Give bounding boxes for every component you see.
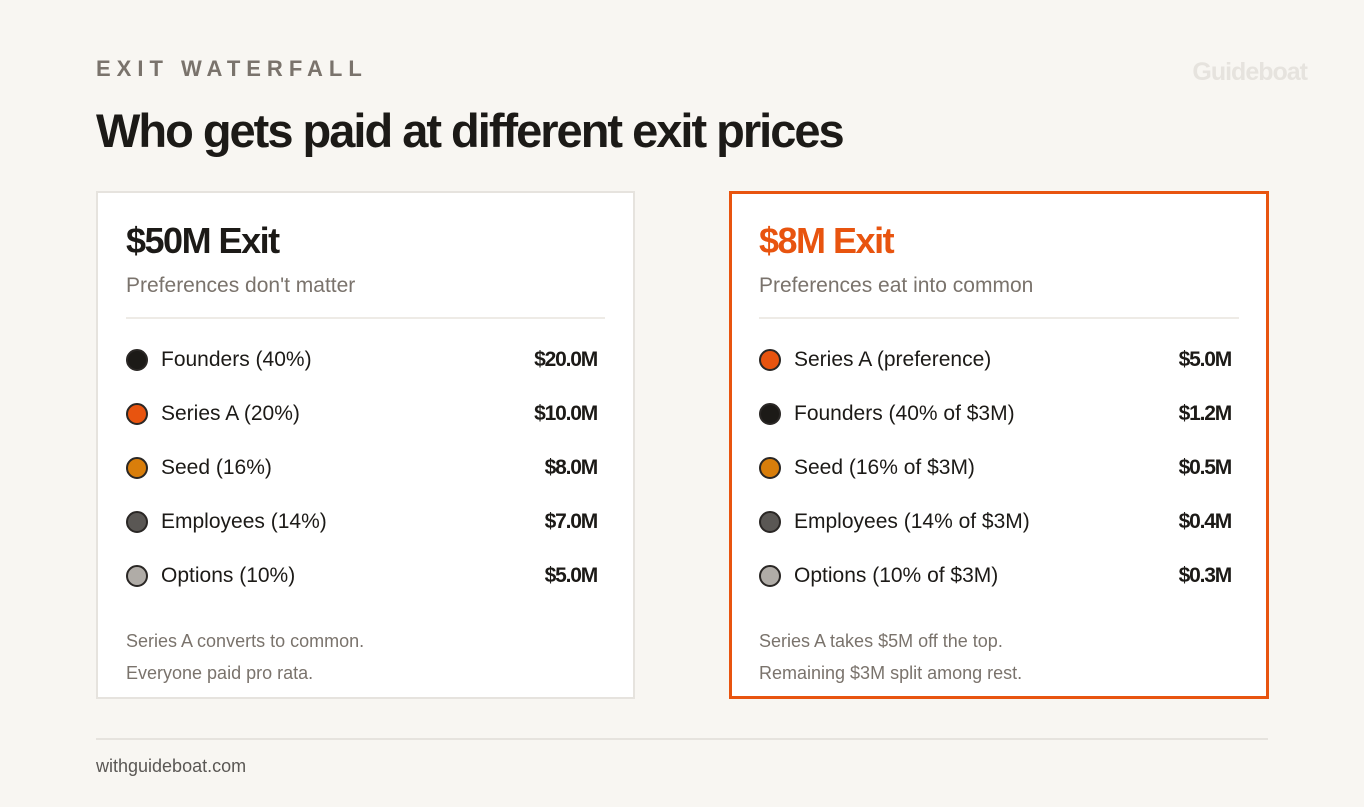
payout-row: Founders (40% of $3M) $1.2M xyxy=(759,387,1239,441)
legend-dot-icon xyxy=(759,565,781,587)
payout-value: $5.0M xyxy=(544,564,599,587)
brand-logo: Guideboat xyxy=(1192,58,1308,86)
payout-row: Seed (16%) $8.0M xyxy=(126,441,605,495)
footer-divider xyxy=(96,738,1268,740)
footer-url: withguideboat.com xyxy=(96,756,247,776)
legend-dot-icon xyxy=(126,457,148,479)
payout-label: Founders (40%) xyxy=(161,348,312,371)
legend-dot-icon xyxy=(126,565,148,587)
card-subtitle: Preferences eat into common xyxy=(759,274,1034,297)
payout-value: $0.3M xyxy=(1178,564,1233,587)
payout-row: Series A (20%) $10.0M xyxy=(126,387,605,441)
card-note-line: Remaining $3M split among rest. xyxy=(759,663,1023,683)
payout-label: Series A (preference) xyxy=(794,348,992,371)
payout-label: Options (10%) xyxy=(161,564,296,587)
payout-value: $10.0M xyxy=(534,402,598,425)
page-title: Who gets paid at different exit prices xyxy=(96,104,845,157)
card-note: Series A takes $5M off the top. Remainin… xyxy=(759,625,1239,689)
legend-dot-icon xyxy=(759,403,781,425)
legend-dot-icon xyxy=(126,403,148,425)
card-divider xyxy=(126,317,605,319)
payout-value: $0.5M xyxy=(1178,456,1233,479)
card-subtitle: Preferences don't matter xyxy=(126,274,356,297)
payout-label: Options (10% of $3M) xyxy=(794,564,999,587)
payout-value: $20.0M xyxy=(534,348,598,371)
card-note-line: Series A takes $5M off the top. xyxy=(759,631,1003,651)
payout-value: $1.2M xyxy=(1178,402,1233,425)
payout-row: Options (10%) $5.0M xyxy=(126,549,605,603)
legend-dot-icon xyxy=(759,511,781,533)
payout-row: Options (10% of $3M) $0.3M xyxy=(759,549,1239,603)
card-title: $8M Exit xyxy=(759,220,895,261)
payout-row: Founders (40%) $20.0M xyxy=(126,333,605,387)
payout-row: Employees (14% of $3M) $0.4M xyxy=(759,495,1239,549)
payout-value: $7.0M xyxy=(544,510,599,533)
payout-value: $5.0M xyxy=(1178,348,1233,371)
legend-dot-icon xyxy=(126,349,148,371)
legend-dot-icon xyxy=(759,457,781,479)
eyebrow-label: EXIT WATERFALL xyxy=(96,56,368,81)
payout-label: Seed (16%) xyxy=(161,456,272,479)
card-note: Series A converts to common. Everyone pa… xyxy=(126,625,605,689)
payout-value: $0.4M xyxy=(1178,510,1233,533)
payout-row: Series A (preference) $5.0M xyxy=(759,333,1239,387)
card-note-line: Series A converts to common. xyxy=(126,631,365,651)
card-title: $50M Exit xyxy=(126,220,280,261)
card-note-line: Everyone paid pro rata. xyxy=(126,663,314,683)
payout-label: Founders (40% of $3M) xyxy=(794,402,1015,425)
payout-label: Series A (20%) xyxy=(161,402,300,425)
card-divider xyxy=(759,317,1239,319)
payout-label: Employees (14% of $3M) xyxy=(794,510,1030,533)
payout-label: Seed (16% of $3M) xyxy=(794,456,975,479)
legend-dot-icon xyxy=(759,349,781,371)
legend-dot-icon xyxy=(126,511,148,533)
payout-row: Seed (16% of $3M) $0.5M xyxy=(759,441,1239,495)
card-50m-exit: $50M Exit Preferences don't matter Found… xyxy=(96,191,635,699)
payout-row: Employees (14%) $7.0M xyxy=(126,495,605,549)
payout-label: Employees (14%) xyxy=(161,510,327,533)
card-8m-exit: $8M Exit Preferences eat into common Ser… xyxy=(729,191,1269,699)
payout-value: $8.0M xyxy=(544,456,599,479)
